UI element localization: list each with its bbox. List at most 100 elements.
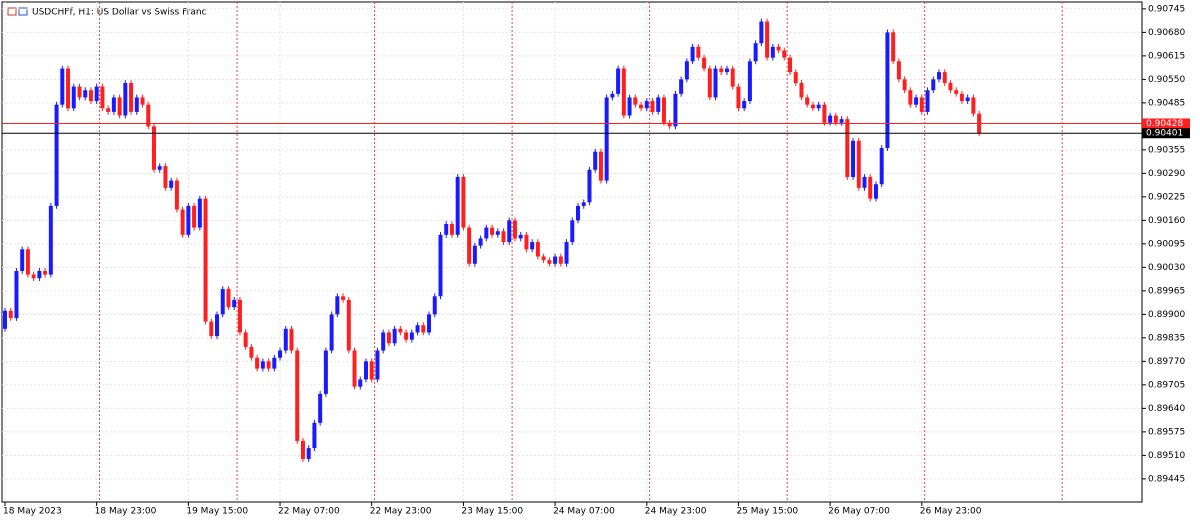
candle-body <box>896 61 901 80</box>
candle-body <box>547 260 552 264</box>
x-tick-label: 24 May 23:00 <box>645 507 707 517</box>
candle-body <box>43 270 48 275</box>
candle-body <box>879 148 884 185</box>
candle-body <box>828 115 833 123</box>
candle-body <box>948 82 953 91</box>
candle-body <box>312 422 317 449</box>
candle-body <box>415 325 420 333</box>
candle-body <box>793 72 798 83</box>
candle-body <box>747 61 752 102</box>
candle-body <box>673 93 678 127</box>
candle-body <box>203 198 208 322</box>
candle-body <box>341 296 346 300</box>
candle-body <box>146 104 151 127</box>
candle-body <box>386 332 391 344</box>
x-tick-label: 18 May 23:00 <box>95 507 157 517</box>
candle-body <box>621 68 626 116</box>
price-tag <box>1142 128 1190 139</box>
x-tick-label: 18 May 2023 <box>3 507 62 517</box>
price-tag-label: 0.90401 <box>1146 129 1183 139</box>
candle-body <box>851 140 856 177</box>
candle-body <box>283 328 288 351</box>
candle-body <box>335 296 340 315</box>
candle-body <box>570 220 575 243</box>
candle-body <box>363 361 368 380</box>
candle-body <box>942 72 947 83</box>
candle-body <box>404 332 409 340</box>
candle-body <box>20 249 25 271</box>
candle-body <box>908 90 913 105</box>
candle-body <box>490 227 495 235</box>
candle-body <box>461 176 466 228</box>
y-tick-label: 0.89900 <box>1148 310 1185 320</box>
candle-body <box>742 101 747 109</box>
candle-body <box>169 180 174 188</box>
chart-title: USDCHFf, H1: US Dollar vs Swiss Franc <box>32 8 207 18</box>
candle-body <box>587 169 592 203</box>
candle-body <box>272 357 277 369</box>
candle-body <box>512 220 517 239</box>
y-tick-label: 0.90160 <box>1148 216 1185 226</box>
candle-body <box>100 86 105 109</box>
y-tick-label: 0.90095 <box>1148 239 1185 249</box>
price-tag-label: 0.90428 <box>1146 119 1183 129</box>
candle-body <box>226 289 231 308</box>
price-tag <box>1142 118 1190 129</box>
candle-body <box>541 256 546 261</box>
candle-body <box>873 184 878 199</box>
candle-body <box>833 115 838 123</box>
candle-body <box>535 242 540 257</box>
candle-body <box>48 205 53 275</box>
candle-body <box>702 57 707 69</box>
candle-body <box>576 205 580 221</box>
candle-body <box>690 46 695 62</box>
candle-body <box>730 68 735 87</box>
candle-body <box>684 61 689 80</box>
candle-body <box>409 332 414 340</box>
y-tick-label: 0.90745 <box>1148 4 1185 14</box>
candle-body <box>765 21 770 58</box>
candle-body <box>679 79 684 94</box>
x-tick-label: 24 May 07:00 <box>553 507 615 517</box>
candle-body <box>553 256 558 264</box>
candle-body <box>868 176 873 199</box>
candle-body <box>925 90 930 112</box>
candle-body <box>8 310 13 318</box>
candle-body <box>323 350 328 394</box>
candle-body <box>581 202 586 206</box>
candle-body <box>799 82 804 98</box>
x-tick-label: 25 May 15:00 <box>736 507 798 517</box>
candle-body <box>25 249 30 275</box>
candle-body <box>696 46 701 58</box>
candle-body <box>518 234 523 239</box>
candle-body <box>278 350 283 358</box>
candle-body <box>661 97 666 123</box>
candle-body <box>753 43 758 62</box>
candle-body <box>639 104 644 109</box>
candle-body <box>805 97 810 105</box>
candle-body <box>616 68 621 94</box>
candle-body <box>157 166 162 170</box>
candle-body <box>438 234 443 297</box>
y-tick-label: 0.89835 <box>1148 333 1185 343</box>
candle-body <box>507 220 512 243</box>
y-tick-label: 0.90550 <box>1148 75 1185 85</box>
candle-body <box>891 32 896 62</box>
candle-body <box>392 328 397 344</box>
x-tick-label: 26 May 23:00 <box>920 507 982 517</box>
candle-body <box>449 223 454 235</box>
y-tick-label: 0.90290 <box>1148 169 1185 179</box>
y-tick-label: 0.89640 <box>1148 404 1185 414</box>
candle-body <box>88 90 93 102</box>
candle-body <box>243 332 248 347</box>
candle-body <box>467 227 472 264</box>
candle-body <box>564 242 569 264</box>
candle-body <box>931 79 936 91</box>
candle-body <box>650 101 655 112</box>
candle-body <box>782 50 787 58</box>
candle-body <box>163 166 168 188</box>
candle-body <box>478 238 483 246</box>
y-tick-label: 0.90030 <box>1148 263 1185 273</box>
candle-body <box>260 361 265 369</box>
candle-body <box>421 325 426 333</box>
